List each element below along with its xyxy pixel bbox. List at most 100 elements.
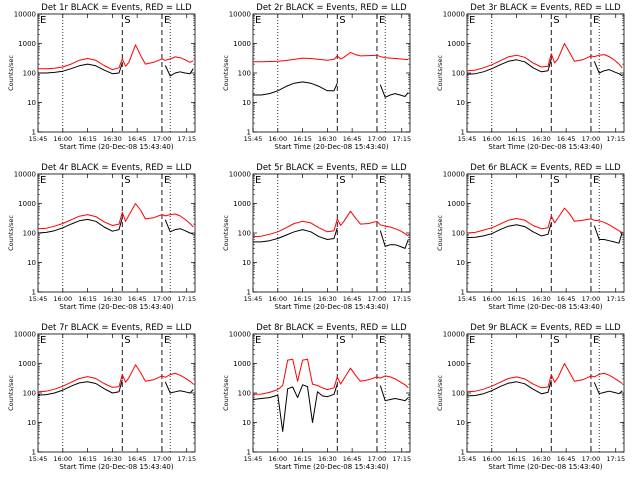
x-tick-label: 16:45 [557, 135, 576, 143]
y-tick-label: 100 [452, 70, 465, 78]
event-marker-label: E [164, 335, 170, 346]
y-tick-label: 10000 [229, 331, 251, 339]
y-tick-label: 100 [452, 230, 465, 238]
y-tick-label: 100 [452, 390, 465, 398]
y-tick-label: 100 [238, 390, 251, 398]
y-tick-label: 10 [242, 419, 251, 427]
y-tick-label: 1000 [233, 200, 251, 208]
y-axis-label: Counts/sec [436, 215, 444, 251]
y-tick-label: 1000 [233, 360, 251, 368]
x-tick-label: 16:15 [507, 455, 526, 463]
y-tick-label: 1 [461, 449, 465, 457]
x-tick-label: 15:45 [458, 455, 477, 463]
event-marker-label: E [469, 335, 475, 346]
x-tick-label: 17:00 [368, 295, 387, 303]
y-tick-label: 1000 [18, 360, 36, 368]
series-line-events [466, 58, 623, 77]
event-marker-label: E [379, 335, 385, 346]
y-tick-label: 1 [32, 289, 36, 297]
y-tick-label: 10000 [14, 11, 36, 19]
x-tick-label: 16:30 [532, 295, 551, 303]
x-tick-label: 16:00 [53, 295, 72, 303]
y-tick-label: 1 [247, 129, 251, 137]
x-tick-label: 17:15 [177, 295, 196, 303]
x-tick-label: 16:00 [268, 455, 287, 463]
event-marker-label: S [339, 175, 345, 186]
y-axis-label: Counts/sec [7, 55, 15, 91]
y-tick-label: 1 [461, 289, 465, 297]
event-marker-label: E [164, 15, 170, 26]
event-marker-label: S [553, 335, 559, 346]
y-tick-label: 100 [238, 70, 251, 78]
chart-title: Det 7r BLACK = Events, RED = LLD [41, 323, 192, 333]
x-tick-label: 16:30 [103, 295, 122, 303]
x-tick-label: 17:00 [582, 455, 601, 463]
x-tick-label: 16:30 [318, 455, 337, 463]
x-tick-label: 17:00 [368, 455, 387, 463]
y-axis-label: Counts/sec [7, 215, 15, 251]
x-tick-label: 16:45 [128, 295, 147, 303]
x-axis-label: Start Time (20-Dec-08 15:43:40) [59, 463, 173, 471]
y-axis-label: Counts/sec [436, 375, 444, 411]
event-marker-label: S [124, 335, 130, 346]
chart-panel-5: Det 5r BLACK = Events, RED = LLD 1 10 100 10… [222, 163, 411, 311]
event-marker-label: E [593, 175, 599, 186]
x-tick-label: 17:00 [368, 135, 387, 143]
y-tick-label: 10000 [14, 171, 36, 179]
x-tick-label: 15:45 [244, 295, 263, 303]
x-tick-label: 16:30 [532, 455, 551, 463]
x-tick-label: 15:45 [29, 135, 48, 143]
y-tick-label: 1000 [18, 200, 36, 208]
chart-panel-2: Det 2r BLACK = Events, RED = LLD 1 10 100 10… [222, 3, 411, 151]
y-tick-label: 10000 [443, 331, 465, 339]
x-tick-label: 16:15 [293, 455, 312, 463]
series-line-events [253, 227, 409, 249]
chart-title: Det 2r BLACK = Events, RED = LLD [256, 3, 407, 13]
x-tick-label: 16:30 [318, 135, 337, 143]
x-tick-label: 16:30 [318, 295, 337, 303]
x-tick-label: 15:45 [458, 135, 477, 143]
x-tick-label: 15:45 [244, 135, 263, 143]
x-axis-label: Start Time (20-Dec-08 15:43:40) [274, 303, 388, 311]
chart-title: Det 8r BLACK = Events, RED = LLD [256, 323, 407, 333]
x-tick-label: 16:15 [293, 135, 312, 143]
y-axis-label: Counts/sec [436, 55, 444, 91]
x-axis-label: Start Time (20-Dec-08 15:43:40) [59, 143, 173, 151]
x-tick-label: 16:45 [128, 135, 147, 143]
event-marker-label: E [40, 335, 46, 346]
chart-panel-4: Det 4r BLACK = Events, RED = LLD 1 10 100 10… [7, 163, 196, 311]
x-tick-label: 17:15 [392, 455, 411, 463]
event-marker-label: S [553, 175, 559, 186]
y-tick-label: 10 [27, 259, 36, 267]
event-marker-label: S [124, 15, 130, 26]
x-tick-label: 16:30 [103, 455, 122, 463]
event-marker-label: S [339, 15, 345, 26]
x-tick-label: 17:15 [606, 135, 625, 143]
y-tick-label: 1 [247, 289, 251, 297]
x-tick-label: 16:15 [507, 135, 526, 143]
chart-panel-1: Det 1r BLACK = Events, RED = LLD 1 10 100 10… [7, 3, 196, 151]
x-tick-label: 17:15 [392, 295, 411, 303]
chart-title: Det 5r BLACK = Events, RED = LLD [256, 163, 407, 173]
event-marker-label: S [339, 335, 345, 346]
x-tick-label: 16:00 [482, 135, 501, 143]
x-tick-label: 17:00 [153, 135, 172, 143]
chart-panel-3: Det 3r BLACK = Events, RED = LLD 1 10 100 10… [436, 3, 625, 151]
y-tick-label: 10000 [229, 11, 251, 19]
x-tick-label: 17:15 [606, 295, 625, 303]
series-line-lld [37, 364, 194, 393]
series-line-lld [466, 207, 623, 234]
x-axis-label: Start Time (20-Dec-08 15:43:40) [274, 143, 388, 151]
x-tick-label: 16:00 [53, 135, 72, 143]
x-tick-label: 16:45 [343, 455, 362, 463]
x-axis-label: Start Time (20-Dec-08 15:43:40) [59, 303, 173, 311]
event-marker-label: E [40, 175, 46, 186]
chart-title: Det 9r BLACK = Events, RED = LLD [470, 323, 621, 333]
x-tick-label: 16:00 [482, 295, 501, 303]
x-tick-label: 17:15 [606, 455, 625, 463]
y-tick-label: 10 [242, 99, 251, 107]
y-axis-label: Counts/sec [222, 215, 230, 251]
x-axis-label: Start Time (20-Dec-08 15:43:40) [488, 143, 602, 151]
x-tick-label: 17:15 [177, 135, 196, 143]
series-line-events [253, 81, 409, 98]
